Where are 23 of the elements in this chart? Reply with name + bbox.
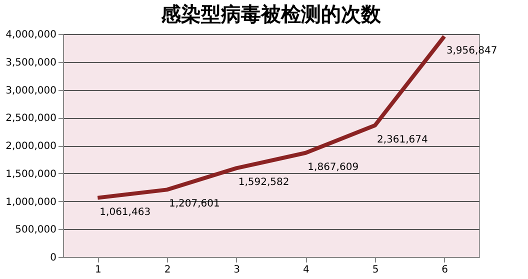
y-tick-label: 1,500,000 xyxy=(6,168,56,180)
y-tick-label: 2,000,000 xyxy=(6,141,56,152)
y-tick-label: 2,500,000 xyxy=(6,113,56,124)
data-label: 3,956,847 xyxy=(446,45,498,56)
data-label: 2,361,674 xyxy=(377,134,428,146)
data-label: 1,061,463 xyxy=(100,206,151,218)
x-tick-label: 4 xyxy=(302,264,310,276)
chart-title: 感染型病毒被检测的次数 xyxy=(160,2,382,26)
x-tick-label: 6 xyxy=(442,264,448,276)
y-tick-label: 0 xyxy=(50,252,56,264)
y-tick-label: 4,000,000 xyxy=(6,30,56,40)
x-tick-label: 5 xyxy=(372,264,379,276)
y-tick-label: 1,000,000 xyxy=(6,196,56,208)
data-label: 1,592,582 xyxy=(238,177,290,188)
line-series xyxy=(96,34,446,200)
x-tick-label: 2 xyxy=(164,264,171,276)
data-label: 1,867,609 xyxy=(308,162,359,173)
y-tick-label: 3,000,000 xyxy=(6,85,56,96)
data-label: 1,207,601 xyxy=(169,198,220,210)
x-tick-label: 3 xyxy=(234,264,240,276)
y-tick-label: 3,500,000 xyxy=(6,57,56,68)
x-tick-label: 1 xyxy=(94,264,102,276)
y-tick-label: 500,000 xyxy=(15,224,56,236)
